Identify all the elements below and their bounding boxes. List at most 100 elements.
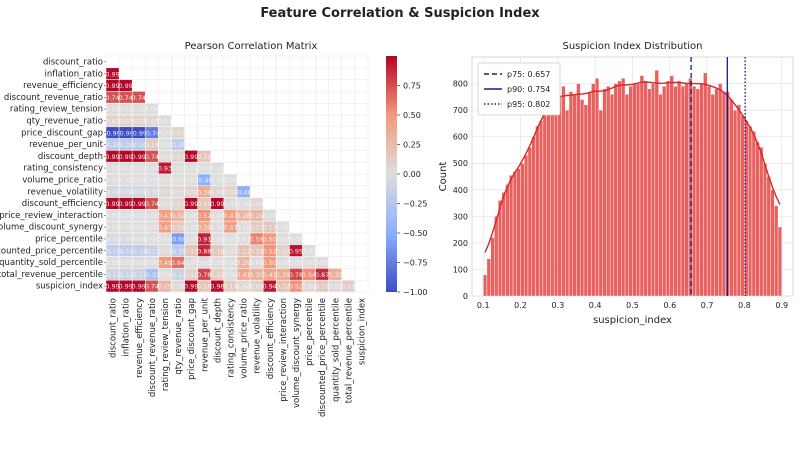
- histogram-bar: [680, 86, 685, 297]
- legend-label: p75: 0.657: [507, 70, 550, 79]
- heatmap-cell-value: 0.00: [145, 224, 159, 232]
- y-axis-label: Count: [438, 162, 449, 192]
- suspicion-histogram: Suspicion Index Distribution 0.1 0.2 0.3 0.4…: [438, 41, 794, 326]
- heatmap-cell-value: 0.00: [158, 141, 172, 149]
- histogram-bar: [654, 70, 659, 297]
- heatmap-cell-value: 0.00: [315, 259, 329, 267]
- histogram-bar: [576, 83, 581, 297]
- histogram-bar: [692, 86, 697, 297]
- heatmap-cell-value: 0.93: [158, 165, 172, 173]
- histogram-bar: [568, 91, 573, 297]
- heatmap-cell-value: 0.99: [105, 200, 119, 208]
- colorbar-tick-label: −0.25: [403, 200, 428, 209]
- histogram-bar: [770, 189, 775, 297]
- histogram-bar: [755, 141, 760, 297]
- heatmap-cell-value: 0.07: [171, 200, 185, 208]
- heatmap-cell-value: 0.99: [132, 283, 146, 291]
- heatmap-cell-value: -0.20: [170, 141, 187, 149]
- heatmap-col-label: discount_depth: [213, 298, 223, 363]
- heatmap-cell-value: 0.98: [210, 283, 224, 291]
- heatmap-cell-value: 0.88: [197, 247, 211, 255]
- histogram-bar: [721, 91, 727, 297]
- legend: p75: 0.657 p90: 0.754 p95: 0.802: [477, 62, 561, 116]
- legend-label: p95: 0.802: [507, 100, 550, 109]
- heatmap-cell-value: 0.00: [210, 259, 224, 267]
- heatmap-cell-value: 0.41: [263, 271, 277, 279]
- histogram-bar: [609, 93, 615, 297]
- heatmap-cell-value: 0.99: [132, 200, 146, 208]
- histogram-bar: [602, 88, 607, 297]
- heatmap-cell-value: -0.60: [170, 235, 187, 243]
- heatmap-cell-value: -0.20: [130, 141, 147, 149]
- heatmap-cell-value: 0.01: [158, 129, 172, 137]
- heatmap-row-label: price_discount_gap: [21, 128, 103, 138]
- heatmap-col-label: suspicion_index: [357, 298, 367, 365]
- heatmap-cell-value: 0.00: [263, 212, 277, 220]
- heatmap-cell-value: 0.06: [250, 200, 264, 208]
- x-tick-label: 0.2: [514, 301, 527, 310]
- histogram-bar: [613, 83, 618, 297]
- heatmap-cell-value: 0.16: [171, 224, 185, 232]
- heatmap-row-label: rating_consistency: [23, 164, 103, 174]
- histogram-bar: [561, 86, 566, 297]
- heatmap-cell-value: 0.78: [289, 271, 303, 279]
- heatmap-cell-value: 0.01: [105, 106, 119, 114]
- heatmap-cell-value: 0.41: [236, 271, 250, 279]
- heatmap-col-label: rating_review_tension: [161, 298, 171, 391]
- heatmap-cell-value: 0.00: [132, 235, 146, 243]
- heatmap-cell-value: -0.06: [130, 188, 147, 196]
- heatmap-cell-value: 0.29: [236, 259, 250, 267]
- histogram-bar: [591, 83, 596, 297]
- heatmap-cell-value: 0.11: [341, 283, 355, 291]
- heatmap-col-label: revenue_per_unit: [200, 297, 210, 372]
- heatmap-title: Pearson Correlation Matrix: [185, 41, 318, 52]
- heatmap-col-label: total_revenue_percentile: [344, 298, 354, 403]
- histogram-bar: [482, 274, 488, 297]
- heatmap-cell-value: 0.00: [223, 259, 237, 267]
- heatmap-cell-value: 0.14: [223, 283, 237, 291]
- heatmap-cell-value: 0.35: [250, 271, 264, 279]
- x-tick-label: 0.6: [663, 301, 676, 310]
- y-tick-label: 0: [463, 292, 468, 301]
- heatmap-cell-value: -0.48: [235, 188, 252, 196]
- histogram-bar: [557, 96, 562, 297]
- heatmap-cell-value: 0.00: [184, 259, 198, 267]
- heatmap-cell-value: 0.18: [250, 247, 264, 255]
- heatmap-row-label: suspicion_index: [36, 282, 103, 292]
- y-tick-label: 400: [453, 186, 468, 195]
- heatmap-cell-value: 0.74: [119, 94, 133, 102]
- x-tick-label: 0.9: [775, 301, 788, 310]
- heatmap-row-label: volume_price_ratio: [22, 175, 103, 185]
- heatmap-cell-value: 0.07: [105, 117, 119, 125]
- heatmap-cell-value: 0.00: [276, 224, 290, 232]
- heatmap-col-label: volume_price_ratio: [240, 298, 250, 379]
- histogram-bar: [580, 99, 585, 297]
- histogram-bar: [617, 80, 622, 297]
- heatmap-row-label: revenue_volatility: [27, 187, 103, 197]
- histogram-bar: [524, 155, 529, 297]
- heatmap-cell-value: 0.52: [197, 212, 211, 220]
- heatmap-cell-value: 0.87: [315, 271, 329, 279]
- histogram-bar: [501, 192, 506, 297]
- x-tick-label: 0.5: [626, 301, 639, 310]
- heatmap-cell-value: 0.01: [210, 165, 224, 173]
- heatmap-cell-value: 0.01: [132, 165, 146, 173]
- heatmap-cell-value: 0.58: [250, 235, 264, 243]
- heatmap-cell-value: 0.07: [132, 117, 146, 125]
- heatmap-row-label: discount_ratio: [43, 57, 103, 67]
- heatmap-cell-value: 0.78: [197, 271, 211, 279]
- heatmap-cell-value: 0.00: [210, 235, 224, 243]
- heatmap-cell-value: 0.19: [197, 200, 211, 208]
- heatmap-cell-value: -0.04: [117, 235, 134, 243]
- y-tick-label: 100: [453, 265, 468, 274]
- heatmap-cell-value: -0.04: [104, 235, 121, 243]
- histogram-bar: [729, 99, 734, 297]
- heatmap-row-label: revenue_per_unit: [29, 140, 104, 150]
- histogram-bar: [636, 83, 641, 297]
- histogram-bar: [639, 75, 644, 297]
- heatmap-cell-value: 0.00: [105, 212, 119, 220]
- histogram-bar: [632, 83, 637, 297]
- heatmap-cell-value: 0.18: [197, 283, 211, 291]
- heatmap-cell-value: 0.50: [263, 259, 277, 267]
- heatmap-cell-value: 0.64: [171, 259, 185, 267]
